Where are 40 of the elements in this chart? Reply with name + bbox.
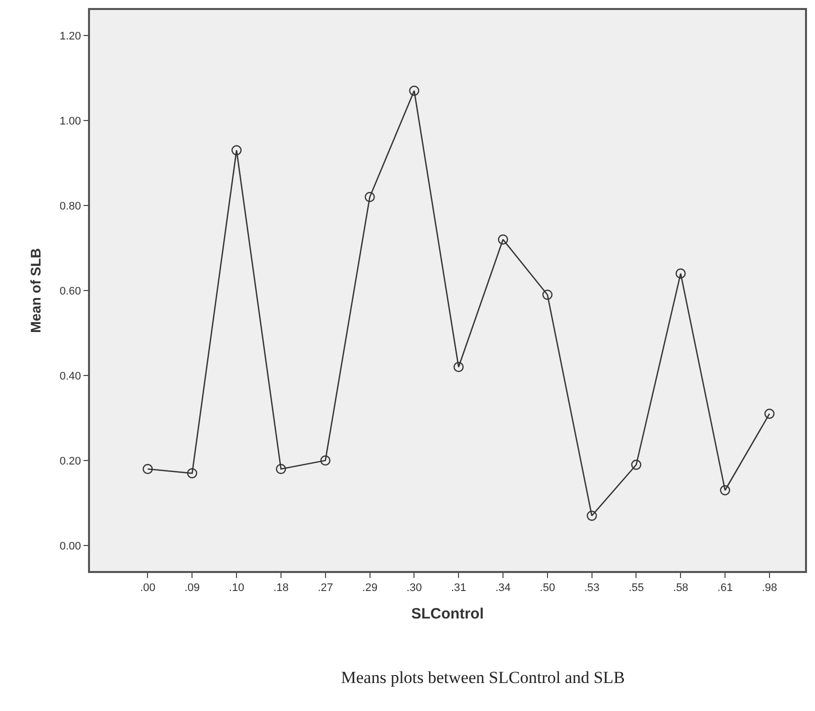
x-tick-label: .50	[540, 582, 556, 594]
x-tick-label: .09	[184, 582, 200, 594]
point	[676, 268, 686, 279]
y-tick-label: 0.60	[60, 285, 82, 298]
point	[631, 460, 642, 470]
x-tick-label: .30	[406, 582, 422, 594]
point	[320, 455, 330, 466]
x-tick-label: .29	[362, 582, 378, 594]
text: Means plots between SLControl and SLB	[341, 668, 625, 687]
x-tick-label: .00	[140, 582, 156, 594]
point	[586, 510, 597, 521]
y-tick-label: 1.20	[60, 30, 82, 42]
x-tick-label: .18	[273, 582, 289, 594]
x-axis-title: SLControl	[411, 605, 484, 622]
y-tick-label: 0.80	[60, 200, 82, 212]
point	[142, 464, 153, 474]
y-tick-label: 0.20	[60, 455, 82, 468]
y-axis-title: Mean of SLB	[28, 248, 44, 333]
x-tick-label: .31	[450, 582, 466, 594]
point	[720, 485, 730, 496]
x-tick-label: .10	[228, 582, 244, 594]
point	[764, 408, 775, 419]
point	[542, 290, 553, 300]
point	[276, 464, 286, 474]
point	[498, 234, 508, 245]
x-tick-label: .58	[673, 582, 688, 594]
x-tick-label: .27	[318, 582, 334, 594]
y-tick-label: 1.00	[60, 115, 82, 128]
y-tick-label: 0.00	[60, 540, 82, 552]
point	[364, 192, 375, 202]
point	[454, 362, 464, 372]
point	[187, 468, 198, 478]
x-tick-label: .53	[584, 582, 600, 594]
x-tick-label: .61	[717, 582, 733, 594]
x-tick-label: .34	[495, 582, 511, 594]
point	[231, 145, 242, 156]
x-tick-label: .55	[628, 582, 644, 594]
x-tick-label: .98	[762, 582, 778, 594]
point	[409, 86, 420, 96]
y-tick-label: 0.40	[60, 370, 82, 382]
